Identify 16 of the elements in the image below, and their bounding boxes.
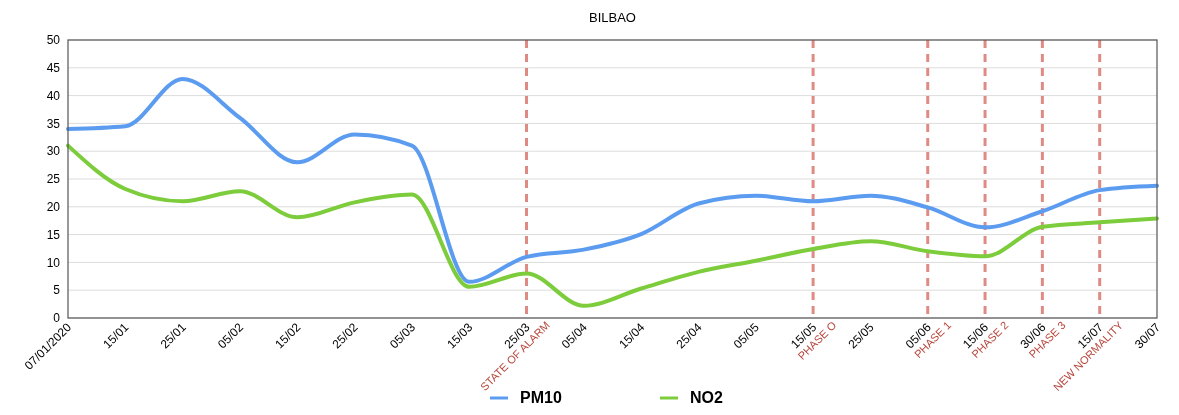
line-series	[66, 143, 1159, 308]
y-tick-label: 20	[46, 200, 61, 214]
legend-label: PM10	[520, 389, 562, 406]
y-tick-label: 50	[46, 33, 61, 48]
y-tick-label: 25	[46, 172, 61, 187]
y-tick-label: 30	[46, 144, 61, 159]
chart-title: BILBAO	[589, 10, 636, 25]
y-tick-label: 15	[46, 227, 61, 242]
y-tick-label: 10	[46, 255, 61, 270]
y-tick-label: 0	[53, 311, 61, 326]
line-series	[66, 76, 1159, 284]
y-tick-label: 40	[46, 88, 61, 103]
legend-label: NO2	[690, 389, 723, 406]
y-tick-label: 5	[53, 283, 61, 298]
y-tick-label: 45	[46, 61, 61, 75]
y-tick-label: 35	[46, 116, 61, 131]
